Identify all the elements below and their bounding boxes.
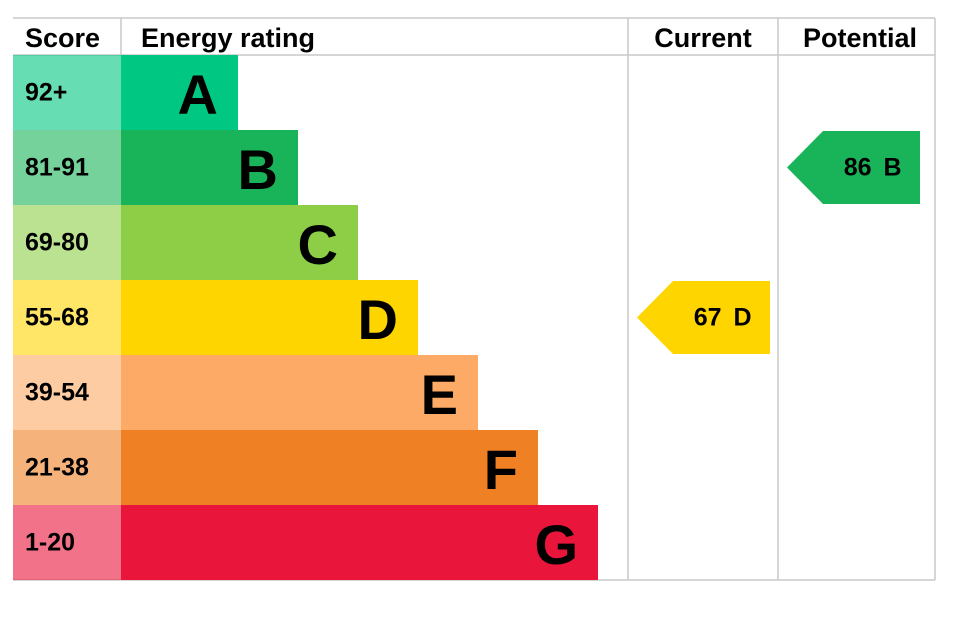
rating-letter: B: [238, 138, 278, 201]
potential-arrow: [787, 131, 920, 204]
score-cell: [13, 280, 121, 355]
rating-bar: [121, 130, 298, 205]
score-label: 39-54: [25, 379, 89, 407]
rating-letter: E: [421, 363, 458, 426]
rating-letter: F: [484, 438, 518, 501]
current-letter: D: [734, 304, 752, 332]
score-cell: [13, 505, 121, 580]
score-cell: [13, 355, 121, 430]
rating-bar: [121, 55, 238, 130]
score-label: 69-80: [25, 229, 89, 257]
score-label: 55-68: [25, 304, 89, 332]
rating-letter: C: [298, 213, 338, 276]
rating-bar: [121, 505, 598, 580]
rating-bar: [121, 205, 358, 280]
rating-bar: [121, 280, 418, 355]
rating-bar: [121, 355, 478, 430]
header-rating: Energy rating: [141, 23, 315, 53]
rating-letter: G: [534, 513, 578, 576]
score-cell: [13, 430, 121, 505]
score-label: 21-38: [25, 454, 89, 482]
current-arrow: [637, 281, 770, 354]
score-cell: [13, 130, 121, 205]
score-label: 81-91: [25, 154, 89, 182]
score-cell: [13, 205, 121, 280]
header-score: Score: [25, 23, 100, 53]
header-current: Current: [654, 23, 752, 53]
potential-value: 86: [844, 154, 872, 182]
score-label: 1-20: [25, 529, 75, 557]
score-label: 92+: [25, 79, 67, 107]
rating-bar: [121, 430, 538, 505]
score-cell: [13, 55, 121, 130]
potential-letter: B: [884, 154, 902, 182]
current-value: 67: [694, 304, 722, 332]
rating-letter: D: [358, 288, 398, 351]
header-potential: Potential: [803, 23, 917, 53]
rating-letter: A: [178, 63, 218, 126]
